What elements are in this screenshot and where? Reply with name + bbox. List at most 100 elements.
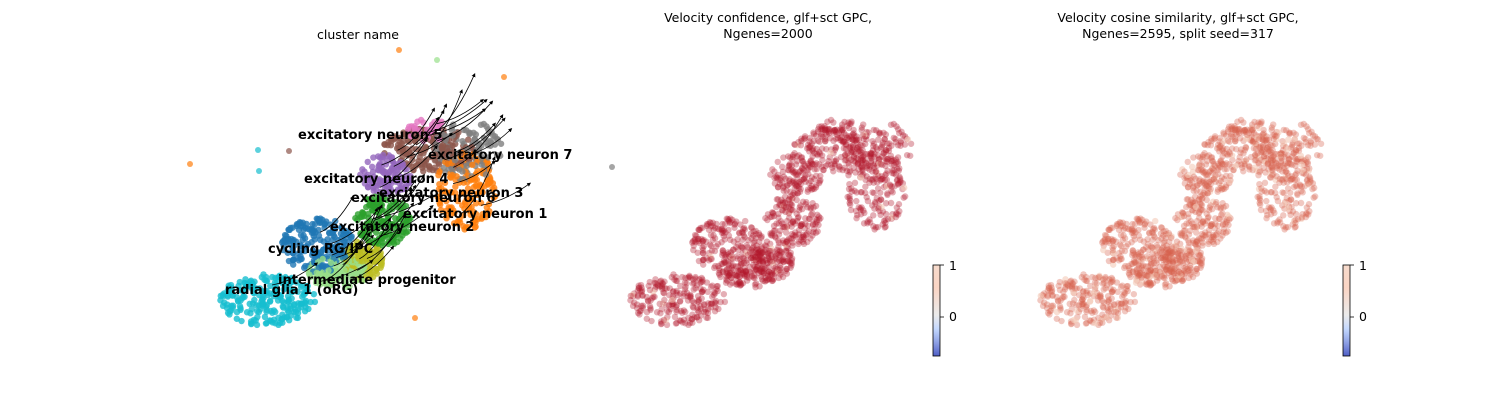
cell-point [851, 179, 859, 187]
cell-point [1062, 280, 1070, 287]
cell-point [853, 189, 860, 196]
panel3-points [1037, 116, 1325, 329]
cell-point [450, 121, 457, 128]
cell-point [243, 309, 251, 316]
cell-point [276, 319, 284, 327]
cell-point [1302, 135, 1309, 143]
cell-point [797, 202, 804, 209]
cell-point [293, 279, 301, 286]
cell-point [405, 216, 413, 223]
cell-point [1199, 151, 1207, 159]
cell-point [843, 141, 850, 148]
cell-point [853, 197, 860, 205]
cell-point [293, 314, 300, 321]
cell-point [850, 152, 858, 160]
cell-point [1201, 184, 1208, 191]
cell-point [315, 216, 322, 224]
cell-point [1237, 149, 1244, 156]
cell-point [1097, 292, 1105, 300]
cell-point [791, 141, 799, 148]
outlier-point [412, 315, 418, 321]
cell-point [661, 278, 668, 285]
cluster-label: excitatory neuron 5 [298, 128, 442, 143]
cell-point [1279, 168, 1286, 175]
cell-point [705, 220, 712, 228]
cell-point [305, 305, 312, 313]
cell-point [1128, 229, 1136, 236]
cell-point [802, 215, 809, 222]
cell-point [645, 282, 652, 289]
cell-point [788, 166, 795, 173]
cell-point [1115, 220, 1122, 228]
cell-point [798, 135, 805, 142]
cell-point [1269, 132, 1276, 139]
cell-point [648, 317, 655, 325]
outlier-point [396, 47, 402, 53]
cell-point [1071, 278, 1078, 285]
cell-point [423, 156, 430, 163]
cell-point [860, 121, 867, 128]
cell-point [1309, 132, 1317, 139]
cell-point [1277, 150, 1284, 157]
cell-point [887, 199, 895, 207]
cell-point [696, 276, 703, 283]
cell-point [1226, 149, 1233, 156]
cell-point [388, 135, 395, 142]
cluster-label: excitatory neuron 6 [351, 191, 495, 206]
cell-point [1131, 236, 1138, 243]
cell-point [1201, 141, 1209, 148]
cell-point [325, 267, 332, 274]
cell-point [1152, 217, 1159, 225]
panel1-title: cluster name [317, 27, 399, 42]
cell-point [272, 320, 279, 327]
cell-point [809, 200, 816, 207]
cell-point [397, 177, 404, 185]
cell-point [1151, 234, 1158, 241]
cell-point [493, 151, 501, 159]
cell-point [652, 280, 660, 287]
cell-point [477, 121, 485, 128]
cell-point [474, 167, 481, 174]
cell-point [1168, 243, 1175, 250]
cell-point [378, 223, 385, 230]
cell-point [634, 287, 642, 294]
cell-point [774, 158, 781, 166]
cell-point [1183, 203, 1190, 211]
cell-point [1305, 201, 1313, 208]
cell-point [1217, 177, 1224, 185]
cell-point [855, 148, 862, 155]
cell-point [1076, 285, 1084, 292]
cell-point [1166, 249, 1173, 256]
cell-point [1207, 236, 1214, 244]
cell-point [1231, 135, 1239, 143]
panel-velocity-confidence: Velocity confidence, glf+sct GPC, Ngenes=… [627, 10, 957, 357]
cell-point [740, 224, 748, 232]
cell-point [870, 223, 877, 230]
cell-point [1226, 138, 1233, 145]
cell-point [807, 177, 814, 185]
cell-point [251, 278, 258, 285]
cell-point [436, 195, 443, 202]
cell-point [1283, 194, 1291, 202]
cell-point [437, 206, 445, 214]
cell-point [788, 255, 796, 262]
cell-point [447, 174, 454, 181]
cell-point [748, 224, 756, 231]
cell-point [368, 163, 376, 171]
cell-point [901, 184, 908, 192]
cell-point [334, 244, 341, 251]
cell-point [1198, 255, 1206, 262]
cell-point [255, 302, 263, 309]
cell-point [694, 298, 701, 305]
cell-point [1158, 224, 1166, 231]
cell-point [1202, 178, 1209, 186]
cell-point [297, 283, 305, 290]
cell-point [258, 273, 266, 281]
cell-point [1145, 229, 1153, 236]
cell-point [690, 246, 697, 254]
cell-point [311, 236, 318, 243]
cell-point [1192, 247, 1200, 254]
cell-point [1249, 126, 1256, 133]
cell-point [302, 300, 309, 307]
